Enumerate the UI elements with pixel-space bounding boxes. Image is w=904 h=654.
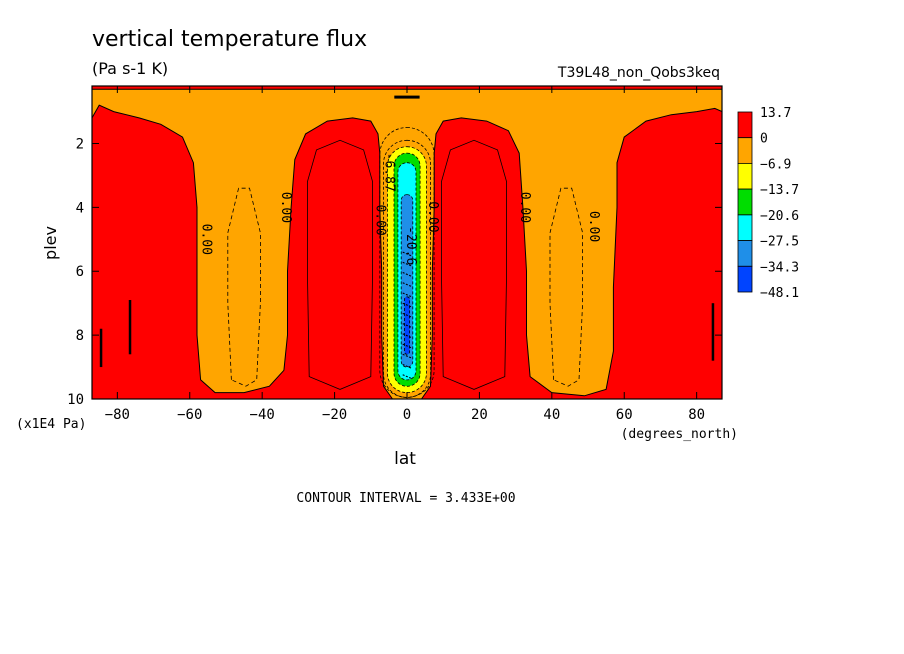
x-tick-label: −20: [322, 407, 347, 423]
color-legend: 13.7 0 −6.9 −13.7 −20.6 −27.5 −34.3 −48.1: [737, 106, 799, 301]
legend-label: −34.3: [760, 260, 799, 275]
legend-swatch: [737, 265, 753, 293]
contour-label: 0.00: [586, 211, 601, 242]
contour-loop-north: [441, 139, 507, 390]
contour-label: -6.87: [381, 153, 396, 192]
x-tick-label: −80: [105, 407, 130, 423]
x-axis-label: lat: [394, 449, 416, 469]
legend-label: −6.9: [760, 157, 791, 172]
x-tick-label: 40: [543, 407, 560, 423]
core-dashed-contour: [383, 139, 431, 398]
legend-label: −13.7: [760, 183, 799, 198]
x-tick-label: 80: [688, 407, 705, 423]
contour-field: [92, 86, 722, 399]
legend-label: −20.6: [760, 209, 799, 224]
core-contour-dash: [402, 292, 412, 298]
dashed-loop-south: [227, 187, 261, 387]
core-contour-dash: [402, 302, 412, 308]
legend-swatch: [737, 240, 753, 267]
core-contour-dash: [402, 261, 412, 267]
legend-label: 13.7: [760, 106, 791, 121]
x-units-label: (degrees_north): [621, 427, 738, 442]
core-contour-dash: [402, 282, 412, 288]
core-contour-dash: [402, 312, 412, 318]
y-tick-label: 6: [76, 264, 84, 280]
top-feature: [394, 95, 420, 99]
contour-label: 0.00: [425, 201, 440, 232]
contour-label: 0.00: [372, 204, 387, 235]
core-contour-dash: [402, 333, 412, 339]
experiment-label: T39L48_non_Qobs3keq: [557, 65, 720, 81]
contour-label: 0.00: [278, 192, 293, 223]
core-contour-dash: [402, 343, 412, 349]
contour-interval-note: CONTOUR INTERVAL = 3.433E+00: [296, 491, 515, 506]
core-contour-dash: [402, 374, 412, 380]
contour-lines: [99, 95, 715, 398]
contour-label: -20.6: [403, 226, 418, 265]
core-contour-dash: [402, 323, 412, 329]
y-tick-label: 4: [76, 200, 84, 216]
legend-swatch: [737, 137, 753, 164]
dashed-loop-north: [549, 187, 583, 387]
legend-swatch: [737, 111, 753, 139]
y-tick-label: 8: [76, 328, 84, 344]
contour-label: 0.00: [517, 192, 532, 223]
y-tick-label: 10: [67, 392, 84, 408]
y-axis-label: plev: [41, 226, 60, 260]
legend-swatch: [737, 188, 753, 216]
x-tick-label: 0: [403, 407, 411, 423]
x-axis: −80 −60 −40 −20 0 20 40 60 80: [105, 86, 705, 423]
x-tick-label: −60: [177, 407, 202, 423]
legend-label: 0: [760, 132, 768, 147]
x-tick-label: 20: [471, 407, 488, 423]
x-tick-label: 60: [616, 407, 633, 423]
core-contour-dash: [402, 363, 412, 369]
core-contour-dash: [402, 271, 412, 277]
contour-label: 0.00: [199, 224, 214, 255]
legend-label: −27.5: [760, 235, 799, 250]
chart-title: vertical temperature flux: [92, 27, 367, 52]
legend-swatch: [737, 214, 753, 241]
contour-loop-south: [307, 139, 373, 390]
legend-label: −48.1: [760, 286, 799, 301]
x-tick-label: −40: [250, 407, 275, 423]
legend-swatch: [737, 162, 753, 190]
contour-labels: 0.00 0.00 0.00 -6.87 -20.6 0.00 0.00 0.00: [199, 153, 601, 266]
core-contour-dash: [402, 353, 412, 359]
units-label: (Pa s-1 K): [92, 59, 168, 78]
y-axis: 2 4 6 8 10: [67, 136, 722, 408]
y-units-label: (x1E4 Pa): [16, 417, 86, 432]
y-tick-label: 2: [76, 136, 84, 152]
core-contour-dash: [402, 251, 412, 257]
